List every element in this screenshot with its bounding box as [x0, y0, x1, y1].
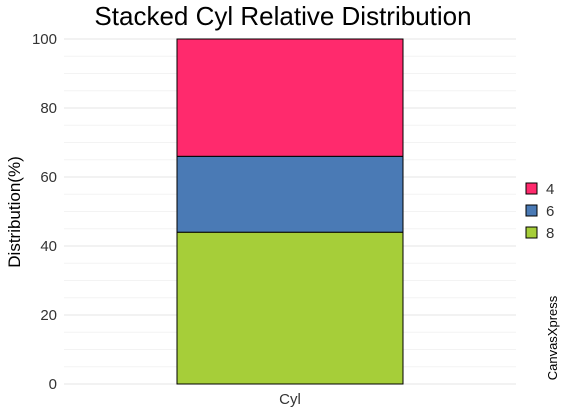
- y-tick-label: 100: [32, 31, 57, 48]
- legend-swatch-8: [525, 226, 538, 239]
- y-axis-title: Distribution(%): [5, 156, 24, 267]
- legend-label-8: 8: [546, 225, 554, 242]
- canvasxpress-watermark: CanvasXpress: [545, 295, 560, 380]
- bar-segment-cyl-6: [176, 155, 404, 233]
- x-tick-label: Cyl: [279, 391, 301, 408]
- y-tick-label: 40: [40, 238, 57, 255]
- y-tick-label: 80: [40, 100, 57, 117]
- legend-swatch-4: [525, 182, 538, 195]
- legend: 4 6 8: [525, 181, 554, 242]
- legend-label-6: 6: [546, 203, 554, 220]
- y-tick-label: 20: [40, 307, 57, 324]
- legend-swatch-6: [525, 204, 538, 217]
- x-axis-ticks: Cyl: [279, 391, 301, 408]
- y-tick-label: 60: [40, 169, 57, 186]
- bars: [176, 38, 404, 385]
- chart-title: Stacked Cyl Relative Distribution: [94, 1, 471, 31]
- y-axis-ticks: 0 20 40 60 80 100: [32, 31, 57, 393]
- bar-segment-cyl-8: [176, 231, 404, 385]
- bar-segment-cyl-4: [176, 38, 404, 157]
- y-tick-label: 0: [49, 376, 57, 393]
- legend-label-4: 4: [546, 181, 554, 198]
